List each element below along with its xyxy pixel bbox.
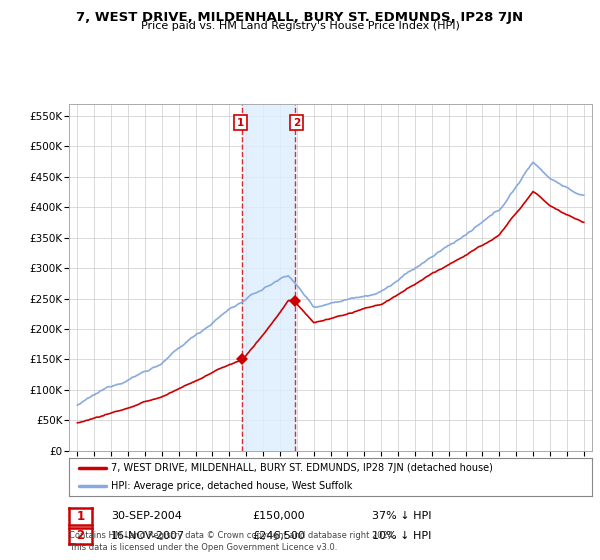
- Text: £246,500: £246,500: [252, 531, 305, 541]
- Text: 1: 1: [76, 510, 85, 523]
- Text: 7, WEST DRIVE, MILDENHALL, BURY ST. EDMUNDS, IP28 7JN: 7, WEST DRIVE, MILDENHALL, BURY ST. EDMU…: [76, 11, 524, 24]
- Text: 2: 2: [76, 529, 85, 543]
- Text: 16-NOV-2007: 16-NOV-2007: [111, 531, 185, 541]
- Text: Price paid vs. HM Land Registry's House Price Index (HPI): Price paid vs. HM Land Registry's House …: [140, 21, 460, 31]
- Text: HPI: Average price, detached house, West Suffolk: HPI: Average price, detached house, West…: [111, 481, 352, 491]
- Text: 10% ↓ HPI: 10% ↓ HPI: [372, 531, 431, 541]
- Text: 1: 1: [236, 118, 244, 128]
- Text: 30-SEP-2004: 30-SEP-2004: [111, 511, 182, 521]
- Text: 7, WEST DRIVE, MILDENHALL, BURY ST. EDMUNDS, IP28 7JN (detached house): 7, WEST DRIVE, MILDENHALL, BURY ST. EDMU…: [111, 463, 493, 473]
- Text: Contains HM Land Registry data © Crown copyright and database right 2024.
This d: Contains HM Land Registry data © Crown c…: [69, 531, 395, 552]
- Text: £150,000: £150,000: [252, 511, 305, 521]
- Text: 37% ↓ HPI: 37% ↓ HPI: [372, 511, 431, 521]
- Text: 2: 2: [293, 118, 300, 128]
- Bar: [242, 104, 295, 451]
